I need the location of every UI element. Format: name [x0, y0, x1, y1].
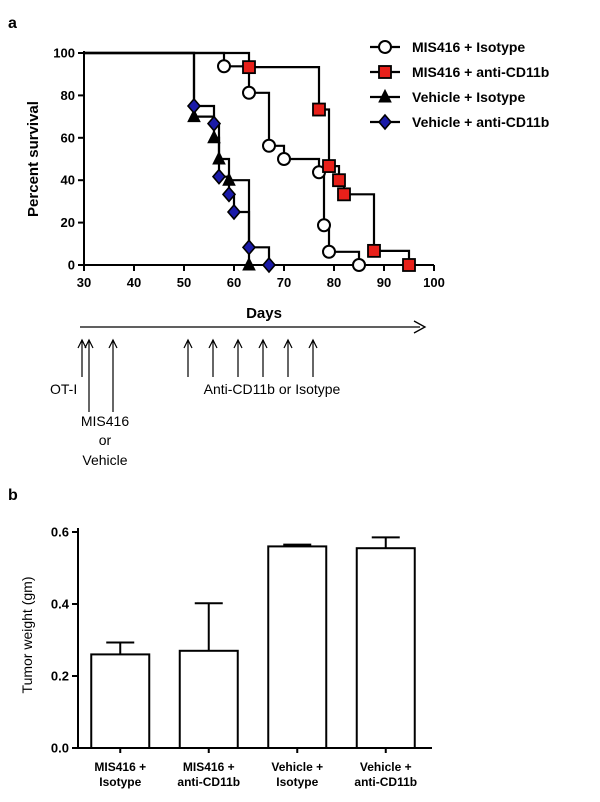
timeline-label-treatment: Anti-CD11b or Isotype: [204, 381, 341, 397]
timeline-label-or: or: [99, 432, 112, 448]
x-tick-label: 50: [177, 275, 191, 290]
legend: MIS416 + Isotype MIS416 + anti-CD11b Vehic…: [370, 39, 549, 131]
data-point: [226, 203, 242, 221]
series-4: [84, 51, 277, 274]
bar: [90, 653, 151, 750]
data-point: [221, 186, 237, 203]
data-point: [312, 102, 326, 117]
data-point: [242, 256, 256, 271]
timeline-arrowhead-up: [283, 338, 293, 349]
y-tick-label: 20: [61, 215, 75, 230]
data-point: [402, 258, 416, 272]
series-2: [84, 51, 416, 272]
data-point: [322, 159, 336, 173]
data-point: [242, 85, 256, 100]
legend-marker: [378, 65, 392, 79]
data-point: [277, 152, 291, 166]
panel-b-label: b: [8, 487, 18, 504]
category-label: Vehicle +: [271, 760, 323, 774]
legend-label: MIS416 + anti-CD11b: [412, 64, 549, 80]
y-tick-label: 0: [68, 258, 75, 273]
y-tick-label: 0.0: [51, 741, 69, 756]
data-point: [352, 258, 366, 272]
y-tick-label: 40: [61, 173, 75, 188]
survival-chart: 0 20 40 60 80 100 30 40 50 60 70 80 90 100 Days Percent…: [25, 39, 549, 322]
category-label: anti-CD11b: [177, 775, 240, 789]
bar: [267, 545, 328, 750]
series-line: [84, 51, 251, 265]
panel-a-label: a: [8, 15, 17, 32]
data-point: [261, 256, 277, 274]
legend-marker: [378, 88, 392, 103]
y-tick-label: 0.4: [51, 597, 70, 612]
timeline-arrowhead-up: [77, 338, 87, 349]
data-point: [337, 187, 351, 202]
bar: [355, 547, 416, 750]
legend-marker: [378, 40, 392, 54]
timeline-arrowhead-up: [183, 338, 193, 349]
data-point: [187, 108, 201, 123]
timeline-arrowhead-up: [233, 338, 243, 349]
x-tick-label: 30: [77, 275, 91, 290]
timeline-label-vehicle: Vehicle: [82, 452, 127, 468]
legend-label: Vehicle + Isotype: [412, 89, 525, 105]
x-axis-title: Days: [246, 305, 282, 322]
series-line: [84, 51, 411, 265]
data-point: [211, 168, 227, 185]
y-axis-title: Tumor weight (gm): [19, 577, 35, 694]
category-label: Isotype: [276, 775, 318, 789]
y-tick-label: 100: [53, 46, 75, 61]
x-tick-label: 60: [227, 275, 241, 290]
data-point: [332, 173, 346, 188]
legend-label: Vehicle + anti-CD11b: [412, 114, 549, 130]
y-axis-title: Percent survival: [25, 101, 42, 217]
data-point: [262, 138, 276, 153]
data-point: [367, 243, 381, 258]
series-1: [84, 51, 366, 272]
x-tick-label: 70: [277, 275, 291, 290]
series-line: [84, 51, 271, 265]
data-point: [217, 59, 231, 74]
bar: [178, 649, 239, 749]
timeline: [77, 320, 427, 412]
category-label: MIS416 +: [183, 760, 235, 774]
legend-marker: [377, 113, 393, 131]
y-tick-label: 0.6: [51, 525, 69, 540]
timeline-arrowhead-up: [308, 338, 318, 349]
data-point: [206, 115, 222, 132]
category-label: Vehicle +: [360, 760, 412, 774]
timeline-arrowhead-up: [208, 338, 218, 349]
timeline-label-mis416: MIS416: [81, 413, 129, 429]
data-point: [317, 218, 331, 233]
data-point: [242, 60, 256, 75]
data-point: [241, 239, 257, 256]
x-tick-label: 40: [127, 275, 141, 290]
timeline-arrowhead-up: [84, 338, 94, 349]
legend-label: MIS416 + Isotype: [412, 39, 525, 55]
y-tick-label: 60: [61, 130, 75, 145]
x-tick-label: 80: [327, 275, 341, 290]
timeline-arrowhead-up: [258, 338, 268, 349]
timeline-arrowhead-up: [108, 338, 118, 349]
y-tick-label: 0.2: [51, 669, 69, 684]
data-point: [322, 244, 336, 259]
y-tick-label: 80: [61, 88, 75, 103]
timeline-label-ot-i: OT-I: [50, 381, 77, 397]
category-label: MIS416 +: [94, 760, 146, 774]
category-label: Isotype: [99, 775, 141, 789]
x-tick-label: 90: [377, 275, 391, 290]
x-tick-label: 100: [423, 275, 445, 290]
data-point: [186, 97, 202, 115]
timeline-arrowhead: [413, 320, 427, 334]
series-3: [84, 51, 256, 271]
category-label: anti-CD11b: [354, 775, 417, 789]
data-point: [207, 129, 221, 144]
